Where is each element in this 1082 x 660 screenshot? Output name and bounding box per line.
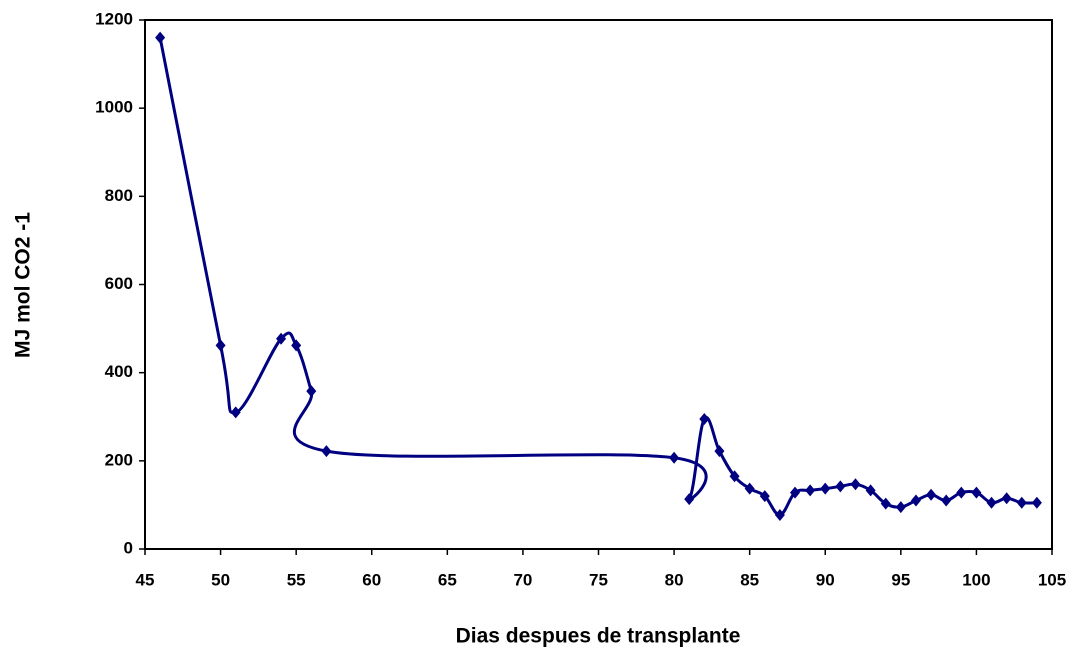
marker: [774, 509, 785, 522]
marker: [986, 496, 997, 509]
marker: [1001, 492, 1012, 505]
marker: [956, 486, 967, 499]
plot-area: [144, 19, 1053, 550]
x-tick-label: 90: [816, 570, 835, 589]
y-tick-label: 1200: [95, 9, 133, 28]
x-tick-label: 100: [962, 570, 990, 589]
marker: [321, 445, 332, 458]
y-tick-label: 400: [105, 362, 133, 381]
marker: [895, 501, 906, 514]
y-tick-label: 1000: [95, 98, 133, 117]
x-tick-label: 80: [665, 570, 684, 589]
x-tick-label: 55: [287, 570, 306, 589]
x-tick-label: 70: [513, 570, 532, 589]
marker: [835, 480, 846, 493]
y-axis-title: MJ mol CO2 -1: [12, 212, 35, 358]
marker: [729, 470, 740, 483]
marker: [1031, 496, 1042, 509]
x-tick-label: 50: [211, 570, 230, 589]
marker: [684, 493, 695, 506]
y-tick-label: 600: [105, 274, 133, 293]
marker: [790, 486, 801, 499]
marker: [805, 484, 816, 497]
x-axis-title: Dias despues de transplante: [456, 625, 741, 648]
marker: [276, 332, 287, 345]
marker: [291, 339, 302, 352]
x-tick-label: 65: [438, 570, 457, 589]
x-tick-label: 85: [740, 570, 759, 589]
x-tick-label: 105: [1038, 570, 1066, 589]
x-tick-label: 95: [891, 570, 910, 589]
marker: [1016, 496, 1027, 509]
marker: [669, 451, 680, 464]
marker: [230, 406, 241, 419]
marker: [880, 497, 891, 510]
marker: [850, 478, 861, 491]
y-tick-label: 200: [105, 450, 133, 469]
x-tick-label: 60: [362, 570, 381, 589]
x-tick-label: 45: [136, 570, 155, 589]
marker: [759, 490, 770, 503]
marker: [820, 482, 831, 495]
marker: [744, 482, 755, 495]
y-tick-label: 0: [124, 538, 133, 557]
x-tick-label: 75: [589, 570, 608, 589]
marker: [714, 445, 725, 458]
marker: [926, 488, 937, 501]
marker: [306, 385, 317, 398]
marker: [699, 412, 710, 425]
y-tick-label: 800: [105, 186, 133, 205]
marker: [910, 494, 921, 507]
line: [158, 37, 1037, 517]
marker: [971, 486, 982, 499]
marker: [215, 339, 226, 352]
marker: [155, 31, 166, 44]
marker: [941, 494, 952, 507]
marker: [865, 484, 876, 497]
